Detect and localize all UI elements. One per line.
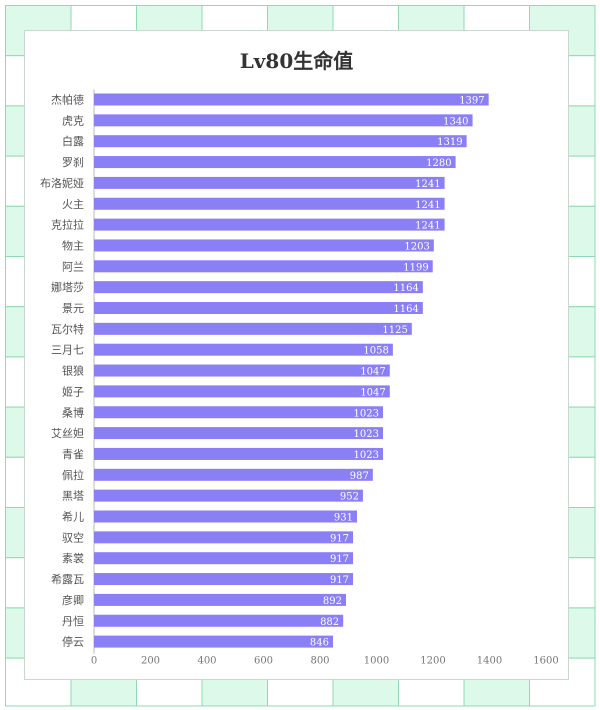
bar [94,281,423,294]
bar-value-label: 917 [330,575,349,586]
bar-value-label: 987 [350,471,369,482]
bar-value-label: 1203 [404,241,429,252]
category-label: 虎克 [62,114,84,127]
bar [94,468,373,481]
bar-value-label: 1047 [360,367,385,378]
bar [94,135,467,148]
bar [94,218,445,231]
x-tick-label: 1400 [477,656,502,667]
category-label: 希露瓦 [51,572,84,586]
bar [94,614,344,627]
x-tick-label: 0 [91,656,97,667]
bar-value-label: 917 [330,554,349,565]
category-label: 瓦尔特 [51,322,84,336]
bar [94,176,445,189]
bar-chart-plot: 杰帕德 1397 虎克 1340 白露 1319 罗刹 1280 布洛妮娅 1241 火主 1241 克… [40,89,559,667]
bar-value-label: 882 [320,617,339,628]
category-label: 罗刹 [62,156,84,169]
category-label: 三月七 [51,344,84,357]
bar-value-label: 1023 [354,450,379,461]
bar [94,114,473,127]
category-label: 克拉拉 [51,218,84,232]
category-label: 停云 [62,635,84,649]
category-label: 布洛妮娅 [40,176,84,190]
bar-value-label: 892 [323,596,342,607]
bar [94,552,354,565]
x-tick-label: 1000 [364,656,389,667]
category-label: 银狼 [62,364,84,378]
bar-value-label: 1340 [443,116,468,127]
category-label: 驭空 [62,530,84,544]
bar [94,635,333,648]
category-label: 青雀 [62,448,84,461]
bar [94,239,434,252]
category-label: 彦卿 [62,593,84,607]
bar-value-label: 1241 [415,179,440,190]
category-label: 黑塔 [62,490,84,503]
category-label: 物主 [62,238,84,252]
x-tick-label: 600 [254,656,273,667]
category-label: 桑博 [62,406,84,419]
bar-value-label: 1319 [437,137,462,148]
bar-value-label: 1199 [403,262,428,273]
bar-value-label: 1047 [360,387,385,398]
bar-value-label: 1164 [393,283,418,294]
category-label: 杰帕德 [51,93,84,107]
bar-value-label: 1125 [382,325,407,336]
bar [94,406,383,419]
bar [94,156,456,169]
x-tick-label: 400 [197,656,216,667]
category-label: 阿兰 [62,260,84,273]
bar [94,343,393,356]
bar-value-label: 1280 [426,158,451,169]
bar-value-label: 1023 [354,408,379,419]
x-tick-label: 1200 [420,656,445,667]
category-label: 希儿 [62,510,84,524]
bar [94,260,433,273]
x-tick-label: 800 [310,656,329,667]
chart-card: Lv80生命值 杰帕德 1397 虎克 1340 白露 1319 罗刹 1280 布洛妮娅 124… [24,30,569,680]
category-label: 娜塔莎 [51,280,84,294]
bar [94,385,390,398]
x-tick-label: 1600 [533,656,558,667]
category-label: 佩拉 [62,468,84,482]
bar-value-label: 1058 [363,346,388,357]
category-label: 火主 [62,198,84,211]
chart-title: Lv80生命值 [239,49,354,73]
category-label: 丹恒 [62,615,84,628]
bar-value-label: 1241 [415,221,440,232]
bar [94,489,363,502]
bar-value-label: 1164 [393,304,418,315]
bar-value-label: 952 [340,492,359,503]
bar [94,302,423,314]
bar [94,364,390,377]
bar-value-label: 1023 [354,429,379,440]
bar [94,197,445,210]
bar [94,510,358,523]
bar-value-label: 1397 [459,96,484,107]
category-label: 白露 [62,134,84,148]
bar [94,593,346,606]
bar [94,93,489,106]
bar [94,322,412,335]
bar [94,531,354,544]
category-label: 素裳 [62,551,84,565]
bar-value-label: 846 [310,638,329,649]
bar [94,427,383,440]
bar-value-label: 917 [330,533,349,544]
category-label: 姬子 [62,385,84,398]
bar [94,447,383,460]
category-label: 艾丝妲 [51,426,84,440]
category-label: 景元 [62,302,84,315]
x-tick-label: 200 [141,656,160,667]
bar-value-label: 931 [334,513,353,524]
bar [94,573,354,586]
bar-value-label: 1241 [415,200,440,211]
